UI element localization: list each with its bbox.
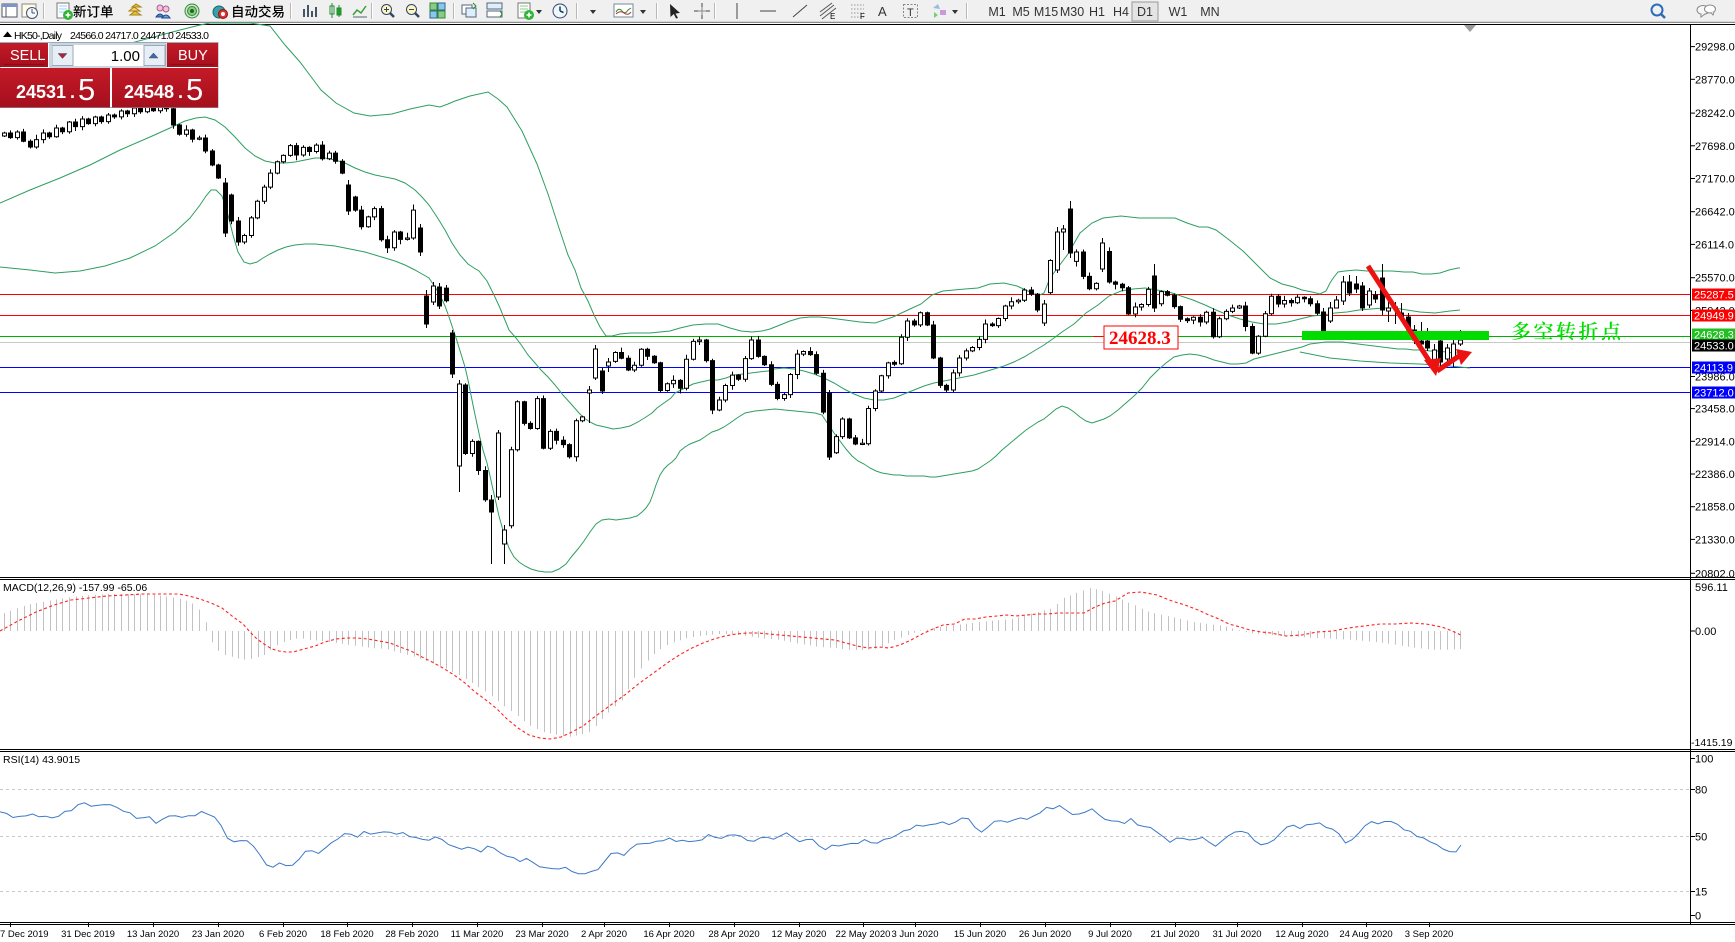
svg-text:21330.0: 21330.0 (1695, 534, 1735, 546)
svg-text:24949.9: 24949.9 (1694, 311, 1734, 323)
svg-text:23458.0: 23458.0 (1695, 404, 1735, 416)
svg-text:24 Aug 2020: 24 Aug 2020 (1339, 929, 1392, 940)
svg-text:24628.3: 24628.3 (1694, 330, 1734, 342)
svg-text:5: 5 (186, 72, 203, 107)
svg-text:26 Jun 2020: 26 Jun 2020 (1019, 929, 1071, 940)
svg-text:22386.0: 22386.0 (1695, 469, 1735, 481)
svg-text:24533.0: 24533.0 (1694, 341, 1734, 353)
svg-text:22 May 2020: 22 May 2020 (836, 929, 891, 940)
svg-text:E: E (830, 12, 835, 21)
svg-text:-1415.19: -1415.19 (1691, 737, 1733, 749)
svg-text:26114.0: 26114.0 (1695, 239, 1734, 251)
svg-text:3 Sep 2020: 3 Sep 2020 (1405, 929, 1454, 940)
svg-text:100: 100 (1695, 754, 1713, 766)
svg-text:24531: 24531 (16, 82, 66, 102)
svg-text:13 Jan 2020: 13 Jan 2020 (127, 929, 179, 940)
svg-text:31 Dec 2019: 31 Dec 2019 (61, 929, 115, 940)
svg-text:23 Jan 2020: 23 Jan 2020 (192, 929, 244, 940)
svg-text:3 Jun 2020: 3 Jun 2020 (891, 929, 938, 940)
svg-text:24628.3: 24628.3 (1109, 328, 1171, 349)
svg-text:26642.0: 26642.0 (1695, 207, 1735, 219)
svg-text:28 Feb 2020: 28 Feb 2020 (385, 929, 438, 940)
svg-text:28242.0: 28242.0 (1695, 108, 1735, 120)
svg-text:21 Jul 2020: 21 Jul 2020 (1150, 929, 1199, 940)
svg-text:.: . (70, 82, 75, 102)
svg-text:12 May 2020: 12 May 2020 (772, 929, 827, 940)
svg-text:D1: D1 (1137, 5, 1153, 19)
svg-text:0.00: 0.00 (1695, 626, 1716, 638)
svg-text:M30: M30 (1060, 5, 1084, 19)
svg-text:0: 0 (1695, 911, 1701, 923)
svg-text:M5: M5 (1012, 5, 1029, 19)
svg-text:W1: W1 (1169, 5, 1188, 19)
svg-text:25570.0: 25570.0 (1695, 273, 1735, 285)
svg-text:31 Jul 2020: 31 Jul 2020 (1212, 929, 1261, 940)
svg-text:T: T (907, 7, 914, 19)
svg-text:HK50-,Daily: HK50-,Daily (14, 30, 63, 42)
svg-text:11 Mar 2020: 11 Mar 2020 (451, 929, 504, 940)
svg-text:27698.0: 27698.0 (1695, 141, 1735, 153)
svg-text:21858.0: 21858.0 (1695, 502, 1735, 514)
svg-text:RSI(14) 43.9015: RSI(14) 43.9015 (3, 754, 80, 766)
svg-text:1.00: 1.00 (111, 48, 140, 65)
svg-text:24113.9: 24113.9 (1694, 363, 1733, 375)
svg-text:7 Dec 2019: 7 Dec 2019 (0, 929, 49, 940)
svg-text:F: F (860, 12, 865, 21)
svg-text:BUY: BUY (178, 48, 208, 64)
svg-text:H1: H1 (1089, 5, 1105, 19)
svg-text:16 Apr 2020: 16 Apr 2020 (643, 929, 694, 940)
svg-text:9 Jul 2020: 9 Jul 2020 (1088, 929, 1132, 940)
svg-text:24566.0 24717.0 24471.0 24533.: 24566.0 24717.0 24471.0 24533.0 (70, 30, 209, 42)
svg-text:25287.5: 25287.5 (1694, 290, 1734, 302)
svg-text:23 Mar 2020: 23 Mar 2020 (515, 929, 568, 940)
svg-text:6 Feb 2020: 6 Feb 2020 (259, 929, 307, 940)
svg-text:A: A (878, 4, 887, 19)
svg-text:2 Apr 2020: 2 Apr 2020 (581, 929, 627, 940)
svg-text:15 Jun 2020: 15 Jun 2020 (954, 929, 1006, 940)
svg-text:.: . (178, 82, 183, 102)
svg-text:5: 5 (78, 72, 95, 107)
svg-text:15: 15 (1695, 887, 1707, 899)
svg-text:27170.0: 27170.0 (1695, 174, 1735, 186)
svg-text:23712.0: 23712.0 (1694, 388, 1734, 400)
svg-text:28770.0: 28770.0 (1695, 74, 1735, 86)
svg-text:22914.0: 22914.0 (1695, 436, 1735, 448)
svg-text:SELL: SELL (10, 48, 45, 64)
svg-text:23986.0: 23986.0 (1695, 372, 1735, 384)
svg-text:M15: M15 (1034, 5, 1058, 19)
svg-text:28 Apr 2020: 28 Apr 2020 (708, 929, 759, 940)
svg-text:80: 80 (1695, 785, 1707, 797)
svg-text:596.11: 596.11 (1695, 582, 1728, 594)
svg-text:H4: H4 (1113, 5, 1129, 19)
svg-text:M1: M1 (988, 5, 1005, 19)
svg-text:MN: MN (1200, 5, 1219, 19)
svg-text:50: 50 (1695, 832, 1707, 844)
svg-text:20802.0: 20802.0 (1695, 568, 1735, 580)
svg-text:24548: 24548 (124, 82, 174, 102)
svg-text:29298.0: 29298.0 (1695, 42, 1735, 54)
svg-text:18 Feb 2020: 18 Feb 2020 (320, 929, 373, 940)
svg-text:MACD(12,26,9) -157.99 -65.06: MACD(12,26,9) -157.99 -65.06 (3, 582, 147, 594)
svg-text:12 Aug 2020: 12 Aug 2020 (1275, 929, 1328, 940)
